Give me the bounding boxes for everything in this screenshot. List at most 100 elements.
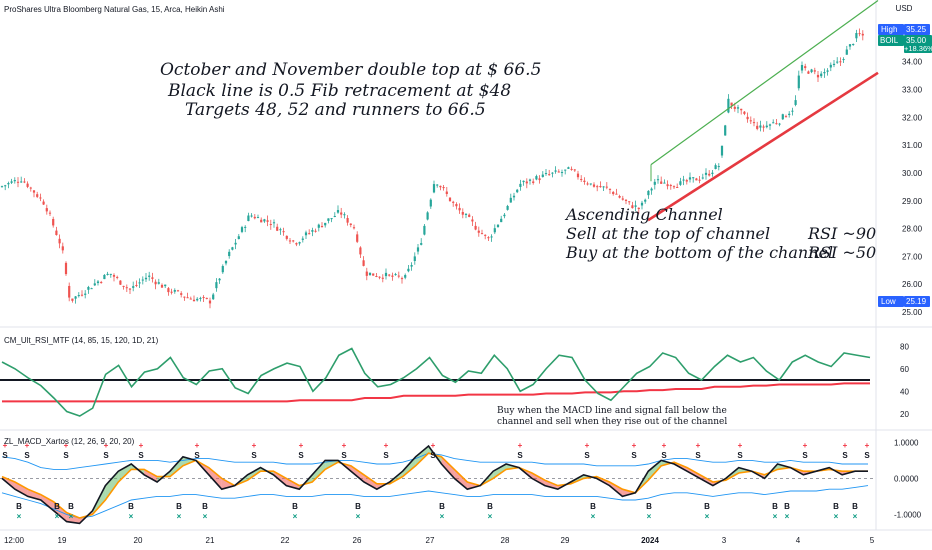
buy-signal-b: B	[54, 502, 60, 511]
candle-body	[16, 181, 20, 183]
candle-body	[820, 73, 823, 77]
sell-signal-plus: +	[384, 441, 389, 450]
candle-body	[205, 297, 208, 299]
candle-body	[621, 198, 624, 200]
currency-label[interactable]: USD	[896, 4, 913, 13]
sell-signal-plus: +	[3, 441, 8, 450]
candle-body	[282, 231, 285, 233]
sell-signal-s: S	[661, 451, 667, 460]
candle-body	[93, 283, 96, 286]
buy-signal-x: ×	[69, 512, 74, 521]
candle-body	[660, 181, 663, 184]
candle-body	[784, 116, 788, 118]
candle-body	[592, 184, 596, 187]
price-axis[interactable]: 34.00 33.00 32.00 31.00 30.00 29.00 28.00 27.00…	[902, 58, 923, 317]
candle-body	[90, 288, 93, 290]
candle-body	[762, 126, 765, 128]
annotation-sell-top[interactable]: Sell at the top of channel	[566, 224, 770, 243]
candle-body	[180, 293, 183, 295]
candle-body	[826, 70, 829, 72]
buy-signal-x: ×	[55, 512, 60, 521]
candle-body	[503, 214, 506, 217]
annotation-channel-title[interactable]: Ascending Channel	[564, 205, 723, 224]
candle-body	[215, 282, 218, 289]
candle-body	[442, 187, 445, 189]
candle-body	[525, 181, 528, 184]
candle-body	[800, 64, 804, 71]
candle-body	[378, 276, 381, 278]
candle-body	[685, 180, 688, 182]
buy-signal-b: B	[833, 502, 839, 511]
candle-body	[186, 297, 189, 299]
buy-signal-b: B	[439, 502, 445, 511]
candle-body	[788, 113, 791, 115]
rsi-line[interactable]	[1, 347, 871, 417]
time-tick-label: 21	[206, 536, 215, 545]
annotation-fib[interactable]: Black line is 0.5 Fib retracement at $48	[167, 81, 511, 101]
candle-body	[692, 177, 695, 179]
channel-lower-line[interactable]	[647, 71, 879, 222]
candle-body	[464, 213, 468, 215]
candle-body	[640, 202, 644, 206]
change-percent: +18.36%	[904, 44, 932, 53]
annotation-buy-rsi[interactable]: RSI ~50	[807, 243, 876, 262]
sell-signal-plus: +	[696, 441, 701, 450]
candle-body	[653, 181, 656, 185]
candle-body	[320, 225, 324, 228]
candle-body	[138, 282, 141, 284]
candle-body	[487, 237, 490, 239]
ascending-channel[interactable]	[647, 0, 879, 222]
candle-body	[148, 275, 151, 277]
annotation-sell-rsi[interactable]: RSI ~90	[807, 224, 876, 243]
candle-body	[701, 177, 704, 179]
rsi-tick-label: 20	[900, 410, 909, 419]
macd-lower-band[interactable]	[1, 485, 869, 519]
candle-body	[816, 74, 820, 78]
candle-body	[132, 286, 135, 288]
macd-fill	[312, 460, 326, 482]
annotation-macd-rule-1[interactable]: Buy when the MACD line and signal fall b…	[497, 406, 727, 416]
candle-body	[765, 125, 768, 128]
candle-body	[682, 179, 685, 181]
candle-body	[375, 276, 378, 278]
time-tick-label: 27	[426, 536, 435, 545]
time-axis[interactable]: 12:00 19 20 21 22 26 27 28 29 2024 3 4 5	[4, 536, 875, 545]
annotation-targets[interactable]: Targets 48, 52 and runners to 66.5	[185, 100, 486, 120]
candle-body	[368, 272, 372, 275]
sell-signal-s: S	[2, 451, 8, 460]
rsi-indicator-title[interactable]: CM_Ult_RSI_MTF (14, 85, 15, 120, 1D, 21)	[4, 336, 159, 345]
candle-body	[490, 236, 493, 238]
rsi-pane[interactable]: 80 60 40 20	[0, 342, 909, 419]
buy-signal-b: B	[176, 502, 182, 511]
macd-fill	[402, 456, 416, 477]
candle-body	[528, 179, 532, 181]
candle-body	[551, 172, 554, 174]
sell-signal-plus: +	[585, 441, 590, 450]
candle-body	[314, 230, 317, 232]
candle-body	[624, 199, 628, 202]
buy-signal-x: ×	[591, 512, 596, 521]
price-tick-label: 32.00	[902, 113, 923, 122]
sell-signal-plus: +	[299, 441, 304, 450]
sell-signal-s: S	[631, 451, 637, 460]
candle-body	[493, 228, 496, 233]
candle-body	[746, 116, 749, 120]
candle-body	[736, 107, 740, 109]
candles[interactable]	[0, 28, 864, 309]
time-tick-label: 26	[353, 536, 362, 545]
channel-upper-line[interactable]	[650, 0, 879, 166]
annotation-buy-bottom[interactable]: Buy at the bottom of the channel	[565, 243, 833, 262]
macd-fill	[454, 469, 468, 490]
chart-title[interactable]: ProShares Ultra Bloomberg Natural Gas, 1…	[4, 5, 225, 14]
macd-pane[interactable]: 1.00000.0000-1.0000+S+S+S+S+S+S+S+S+S+S+…	[0, 438, 922, 525]
annotation-macd-rule-2[interactable]: channel and sell when they rise out of t…	[497, 417, 727, 427]
candle-body	[77, 295, 80, 297]
macd-indicator-title[interactable]: ZL_MACD_Xartos (12, 26, 9, 20, 20)	[4, 437, 135, 446]
candle-body	[580, 178, 583, 180]
macd-line[interactable]	[1, 444, 868, 525]
candle-body	[39, 197, 42, 199]
annotation-double-top[interactable]: October and November double top at $ 66.…	[160, 60, 541, 80]
candle-body	[426, 212, 429, 220]
last-price-value: 35.00	[906, 36, 927, 45]
candle-body	[36, 194, 39, 197]
